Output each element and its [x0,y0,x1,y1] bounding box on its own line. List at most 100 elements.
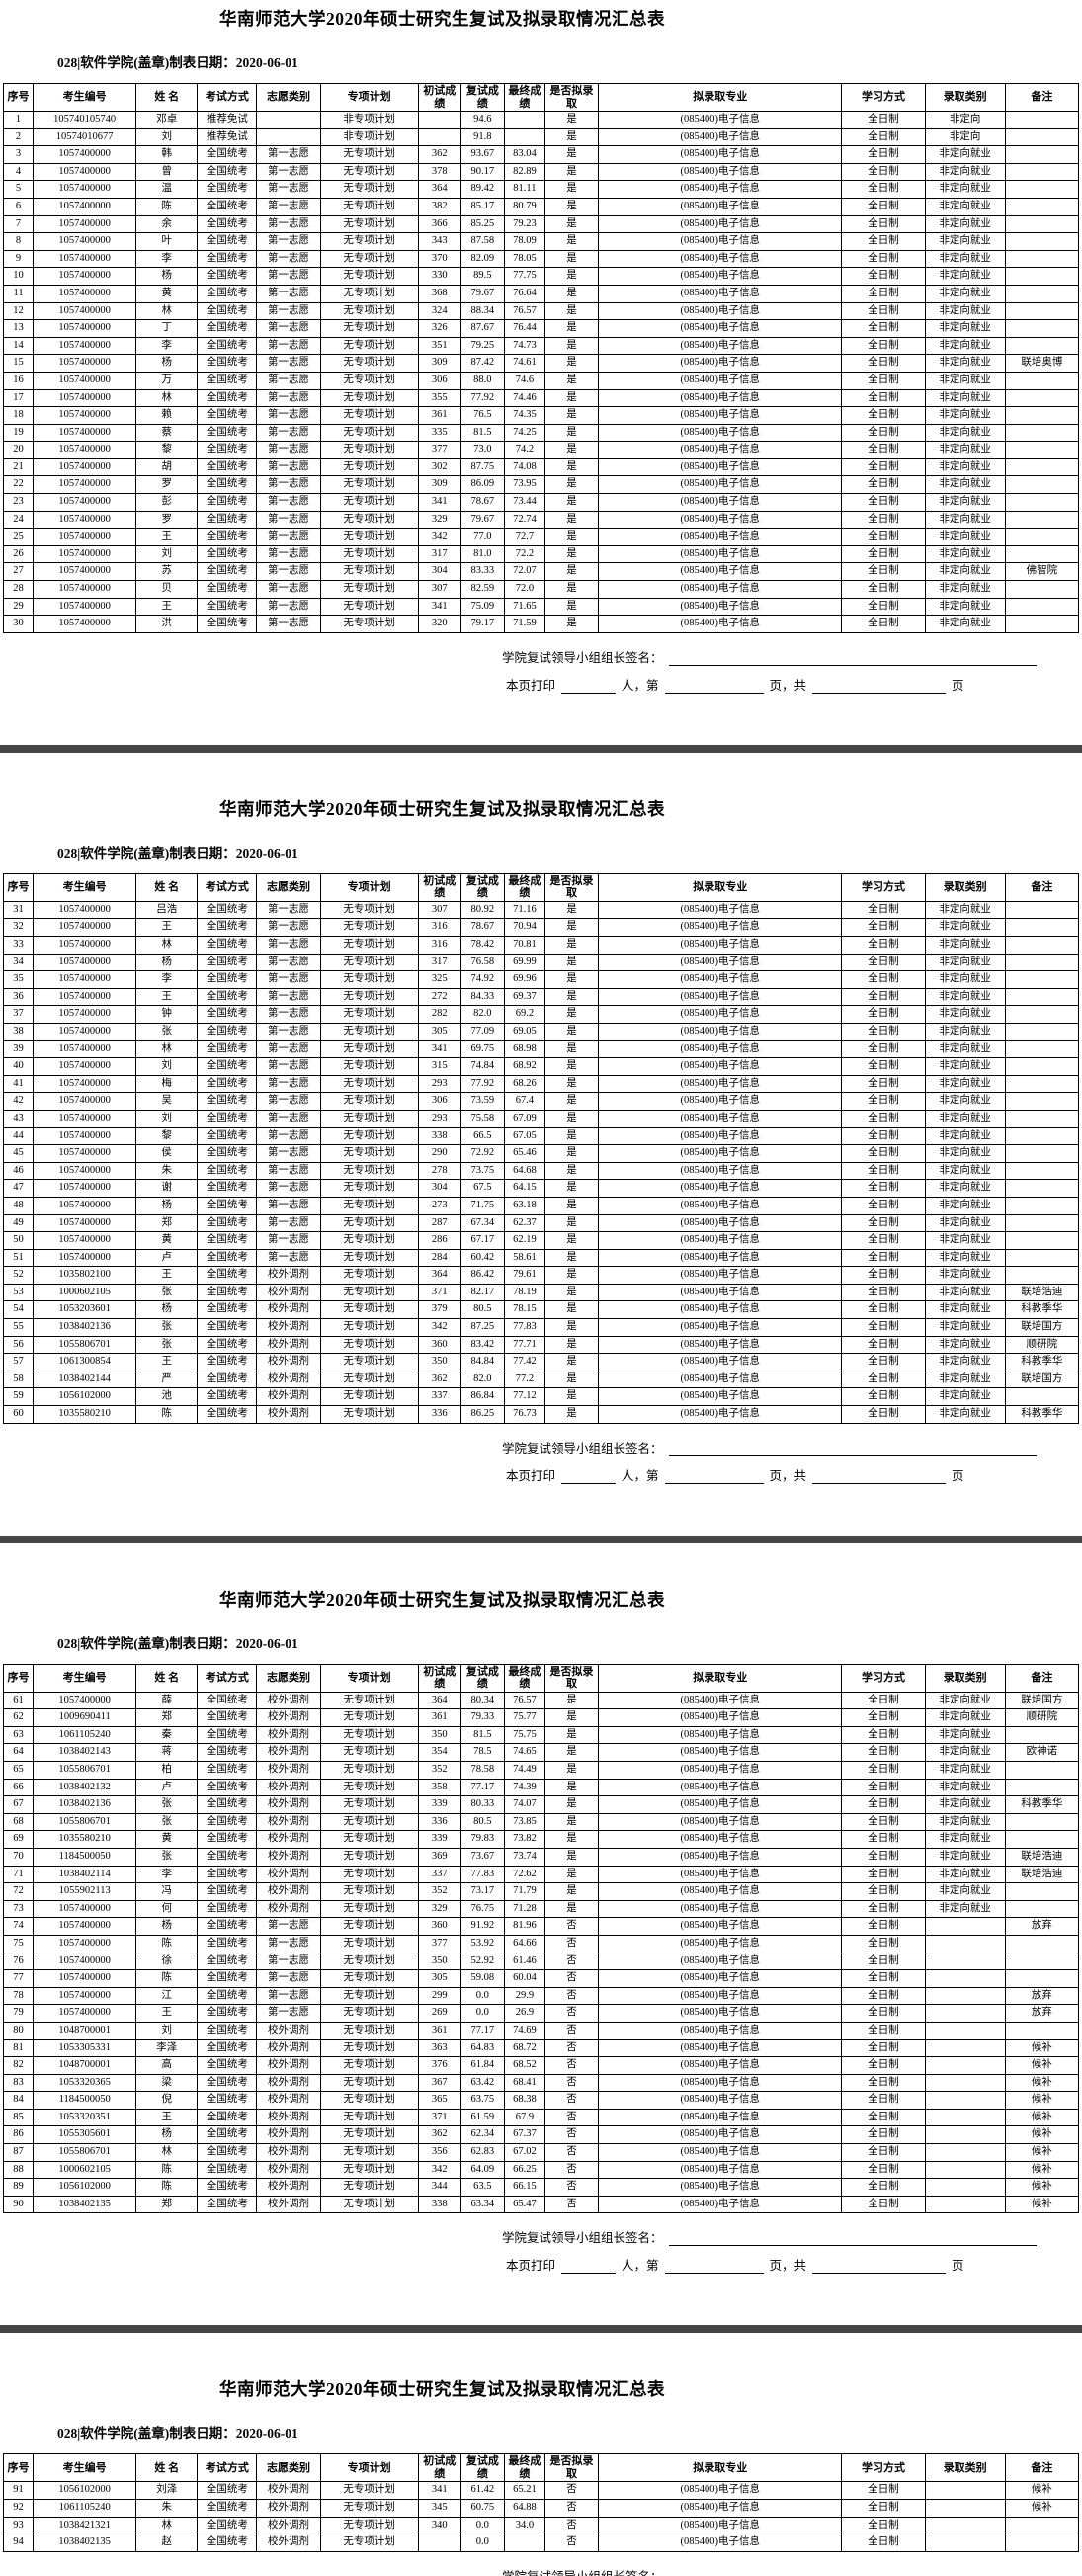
table-cell: 是 [543,1318,600,1337]
table-cell: 全日制 [841,1196,926,1215]
table-cell [1004,1761,1080,1780]
table-cell: 1038402144 [33,1370,137,1389]
table-cell: 278 [417,1161,461,1181]
table-row: 89 1056102000 陈全国统考 校外调剂 无专项计划 344 63.5 66.15 否(… [2,2178,1080,2197]
table-cell [1004,1882,1080,1901]
table-cell: 1057400000 [33,301,137,321]
table-cell: 无专项计划 [319,2038,419,2058]
table-cell: 72.92 [459,1144,505,1163]
table-cell: 全国统考 [197,1196,258,1215]
table-cell: 非定向就业 [924,423,1006,443]
table-cell: 12 [2,301,35,321]
table-cell: (085400)电子信息 [598,1830,843,1849]
table-cell: 91.8 [459,127,505,147]
table-cell: (085400)电子信息 [598,2108,843,2127]
table-cell: 91.92 [459,1917,505,1936]
table-cell: 67.9 [503,2108,545,2127]
table-cell: 286 [417,1231,461,1250]
table-cell: 第一志愿 [256,1917,321,1936]
table-cell: 是 [543,1370,600,1389]
table-cell: (085400)电子信息 [598,2091,843,2110]
table-cell: 1057400000 [33,970,137,989]
table-cell: 校外调剂 [256,1283,321,1302]
table-cell: 无专项计划 [319,423,419,443]
table-cell: 61.84 [459,2056,505,2075]
table-cell: 1057400000 [33,1074,137,1094]
table-cell: (085400)电子信息 [598,162,843,182]
table-cell: 否 [543,1917,600,1936]
table-cell: (085400)电子信息 [598,970,843,989]
table-cell: 37 [2,1005,35,1024]
print-label-page: 人，第 [622,678,659,693]
table-cell [1004,1144,1080,1163]
table-cell: 侯 [135,1144,199,1163]
table-cell: 联培国方 [1004,1318,1080,1337]
table-cell: (085400)电子信息 [598,1161,843,1181]
table-cell: 是 [543,1387,600,1407]
table-cell: 1057400000 [33,145,137,164]
table-row: 23 1057400000 彭全国统考 第一志愿 无专项计划 341 78.67 73.44 是… [2,493,1080,512]
table-cell: 全日制 [841,1335,926,1355]
table-cell: 否 [543,2499,600,2518]
table-cell: 无专项计划 [319,1778,419,1797]
table-cell: 校外调剂 [256,2160,321,2180]
table-cell: 1 [2,111,35,129]
table-cell: 1057400000 [33,180,137,199]
table-cell: 非定向就业 [924,1405,1006,1424]
table-cell [503,127,545,147]
table-cell: 全日制 [841,336,926,356]
table-cell: 23 [2,493,35,512]
table-cell: 候补 [1004,2073,1080,2093]
table-cell: 64.15 [503,1179,545,1198]
table-cell: 梅 [135,1074,199,1094]
table-cell: 全日制 [841,2021,926,2040]
table-cell: 是 [543,1899,600,1919]
table-cell: 第一志愿 [256,562,321,582]
table-cell: 75.77 [503,1708,545,1727]
table-cell: 76 [2,1952,35,1971]
table-cell: 全日制 [841,371,926,390]
table-cell: 校外调剂 [256,1795,321,1814]
table-cell: 全国统考 [197,197,258,216]
table-cell [1004,406,1080,425]
table-cell: 全国统考 [197,457,258,477]
column-header: 姓 名 [135,2453,199,2483]
table-cell: 放弃 [1004,1917,1080,1936]
table-row: 45 1057400000 侯全国统考 第一志愿 无专项计划 290 72.92 65.46 是… [2,1144,1080,1163]
table-cell: 非定向就业 [924,232,1006,251]
table-cell [1004,232,1080,251]
table-cell: 梁 [135,2073,199,2093]
column-header: 姓 名 [135,83,199,112]
table-cell: 74.84 [459,1057,505,1076]
table-cell [1004,1213,1080,1233]
table-cell: 无专项计划 [319,1300,419,1320]
table-cell: 74.2 [503,441,545,459]
table-cell: 80.33 [459,1795,505,1814]
table-cell: 柏 [135,1761,199,1780]
table-cell: 31 [2,900,35,920]
table-cell: 358 [417,1778,461,1797]
table-cell: 非定向就业 [924,1743,1006,1762]
table-cell: 全国统考 [197,936,258,955]
table-cell: 是 [543,423,600,443]
table-cell: 全国统考 [197,1231,258,1250]
table-row: 35 1057400000 李全国统考 第一志愿 无专项计划 325 74.92 69.96 是… [2,970,1080,989]
table-cell: 陈 [135,197,199,216]
table-cell: 10 [2,267,35,286]
table-cell: 77.71 [503,1335,545,1355]
table-cell: 342 [417,2160,461,2180]
table-cell: (085400)电子信息 [598,1283,843,1302]
table-cell: 1057400000 [33,441,137,459]
table-cell: 无专项计划 [319,1795,419,1814]
table-cell: 王 [135,1266,199,1285]
table-cell: 全国统考 [197,1057,258,1076]
table-cell: 无专项计划 [319,1144,419,1163]
report-page: 华南师范大学2020年硕士研究生复试及拟录取情况汇总表 028|软件学院(盖章)… [0,753,1082,1484]
column-header: 学习方式 [841,1663,926,1693]
table-cell [1004,1266,1080,1285]
table-header: 序号 考生编号姓 名考试方式 志愿类别 专项计划 初试成绩 复试成绩 最终成绩 是否拟录取 拟录… [2,1663,1080,1693]
table-cell: (085400)电子信息 [598,1213,843,1233]
table-cell: 87.75 [459,457,505,477]
table-cell: (085400)电子信息 [598,2516,843,2535]
table-cell: 46 [2,1161,35,1181]
